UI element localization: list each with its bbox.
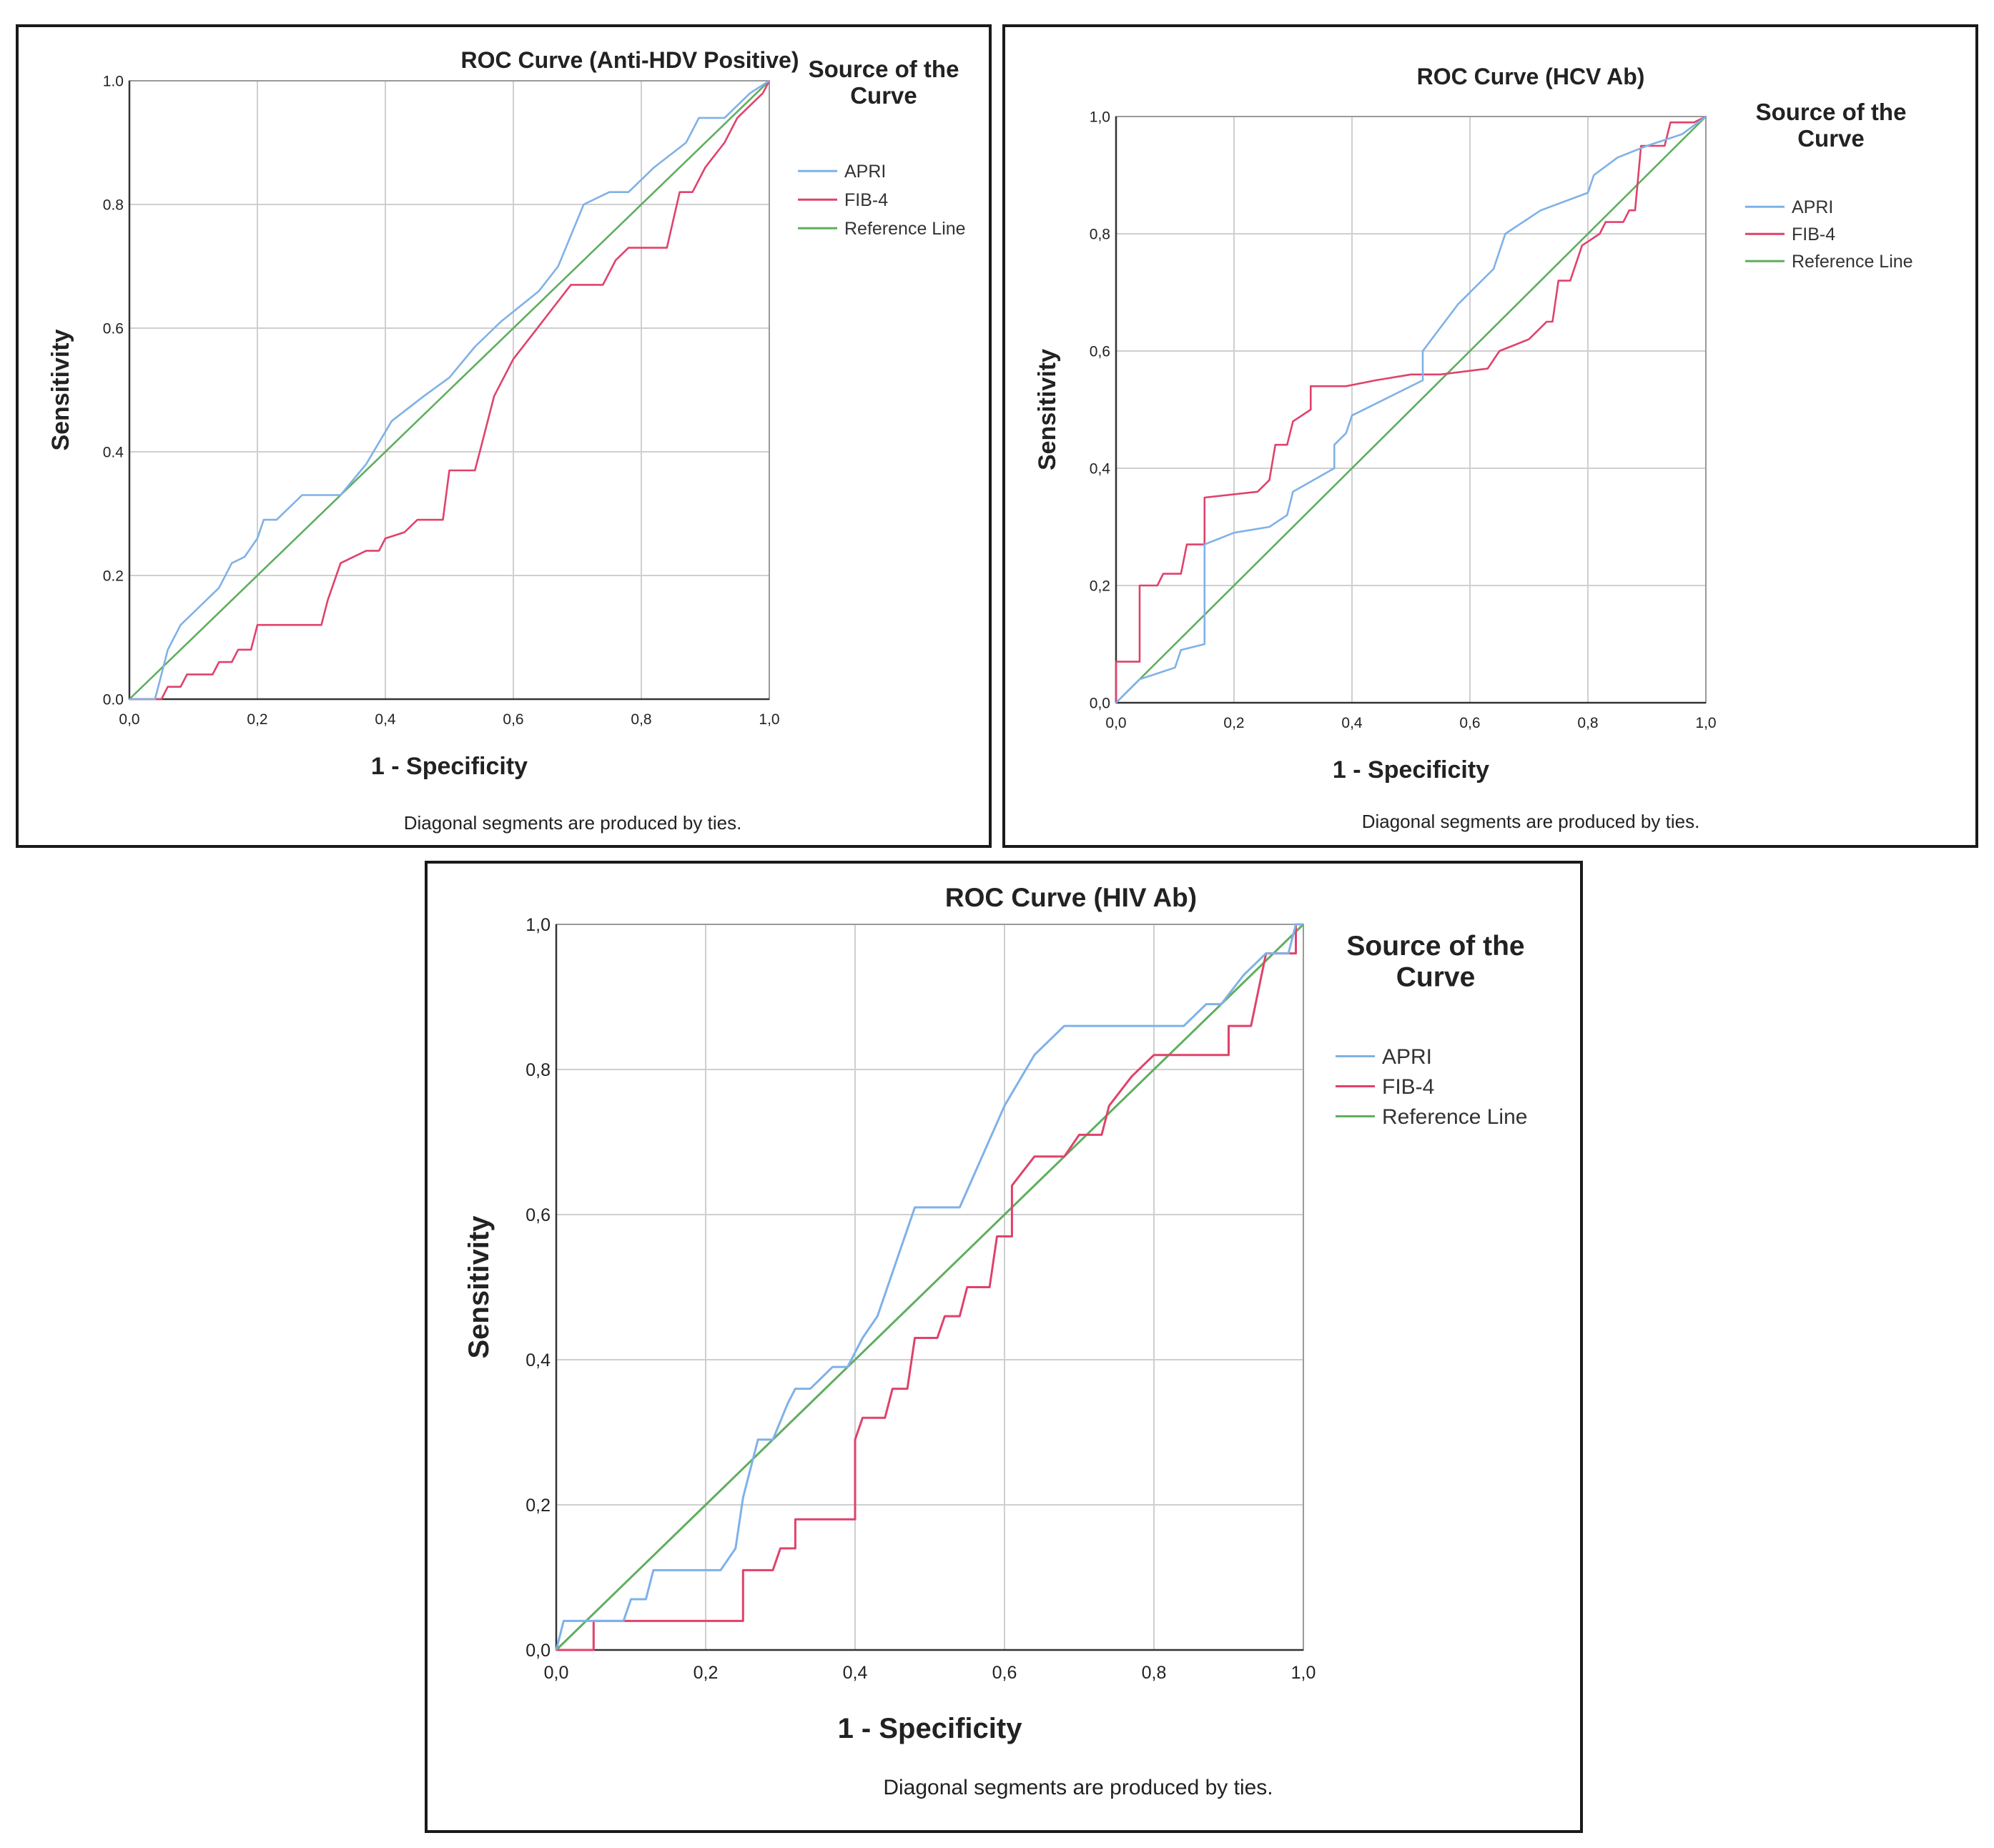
reference-line xyxy=(555,923,1305,1651)
chart-panel-hcv: ROC Curve (HCV Ab) 0,0 0,2 0,4 0,6 0,8 1,0 0,0 0… xyxy=(1002,24,1978,848)
x-tick-label: 0,4 xyxy=(843,1663,868,1683)
x-tick-label: 0,4 xyxy=(1341,715,1363,731)
roc-chart-hdv: ROC Curve (Anti-HDV Positive) 0,0 0,2 0,4 0,… xyxy=(47,47,966,834)
x-tick-label: 0,6 xyxy=(503,711,523,728)
legend-title-line: Source of the xyxy=(1756,99,1907,125)
legend-title: Source of the Curve xyxy=(1346,931,1524,993)
y-tick-label: 0,8 xyxy=(1090,226,1110,242)
y-tick-label: 0,6 xyxy=(525,1205,551,1225)
y-axis-label: Sensitivity xyxy=(47,329,74,450)
chart-panel-hdv: ROC Curve (Anti-HDV Positive) 0,0 0,2 0,4 0,… xyxy=(16,24,992,848)
legend-label-fib4: FIB-4 xyxy=(1792,224,1835,244)
x-tick-label: 0,8 xyxy=(631,711,651,728)
roc-chart-hiv: ROC Curve (HIV Ab) 0,0 0,2 0,4 0,6 0,8 1,0 0,0 0… xyxy=(463,883,1527,1799)
x-tick-label: 0,2 xyxy=(1223,715,1244,731)
x-tick-label: 0,0 xyxy=(1105,715,1126,731)
y-tick-label: 0,0 xyxy=(1090,695,1110,711)
x-axis-label: 1 - Specificity xyxy=(371,753,528,780)
apri-curve xyxy=(129,79,770,701)
y-tick-label: 0.8 xyxy=(103,197,124,213)
y-tick-label: 0,0 xyxy=(525,1641,551,1661)
apri-curve xyxy=(1115,115,1707,703)
legend: Source of the Curve APRI FIB-4 Reference Lin… xyxy=(798,56,966,239)
legend-title-line: Source of the xyxy=(809,56,959,82)
y-tick-label: 1.0 xyxy=(103,73,124,89)
y-tick-label: 1,0 xyxy=(525,915,551,935)
y-tick-label: 0.0 xyxy=(103,691,124,708)
x-tick-label: 1,0 xyxy=(1695,715,1716,731)
legend-title: Source of the Curve xyxy=(809,56,959,109)
legend-label-apri: APRI xyxy=(1382,1045,1432,1069)
fib4-curve xyxy=(129,80,771,701)
y-tick-label: 0.6 xyxy=(103,320,124,337)
legend-label-fib4: FIB-4 xyxy=(844,190,888,210)
x-tick-label: 0,2 xyxy=(247,711,267,728)
x-tick-label: 0,6 xyxy=(1459,715,1480,731)
x-tick-label: 0,2 xyxy=(694,1663,719,1683)
x-tick-label: 0,0 xyxy=(119,711,139,728)
y-tick-label: 0,4 xyxy=(1090,460,1111,477)
legend-label-apri: APRI xyxy=(844,162,886,182)
y-tick-label: 0.2 xyxy=(103,568,124,584)
legend-title: Source of the Curve xyxy=(1756,99,1907,152)
y-tick-label: 0,4 xyxy=(525,1350,551,1370)
legend-label-apri: APRI xyxy=(1792,197,1833,217)
legend-label-fib4: FIB-4 xyxy=(1382,1075,1434,1099)
x-tick-label: 0,4 xyxy=(375,711,396,728)
chart-panel-hiv: ROC Curve (HIV Ab) 0,0 0,2 0,4 0,6 0,8 1,0 0,0 0… xyxy=(425,861,1583,1833)
reference-line xyxy=(129,80,770,700)
y-tick-label: 0,8 xyxy=(525,1060,551,1080)
legend-title-line: Curve xyxy=(1396,962,1476,993)
footnote: Diagonal segments are produced by ties. xyxy=(1362,811,1700,832)
legend-title-line: Curve xyxy=(850,82,917,109)
y-tick-label: 0,2 xyxy=(525,1496,551,1516)
y-tick-label: 0,2 xyxy=(1090,578,1110,594)
legend-label-reference: Reference Line xyxy=(1792,252,1913,272)
y-tick-label: 0,6 xyxy=(1090,343,1110,360)
footnote: Diagonal segments are produced by ties. xyxy=(883,1776,1273,1799)
chart-title: ROC Curve (Anti-HDV Positive) xyxy=(461,47,799,73)
chart-title: ROC Curve (HCV Ab) xyxy=(1417,64,1645,89)
y-axis-label: Sensitivity xyxy=(1034,349,1061,470)
x-tick-label: 0,0 xyxy=(544,1663,569,1683)
x-tick-label: 1,0 xyxy=(759,711,779,728)
apri-curve xyxy=(555,923,1303,1651)
legend-title-line: Source of the xyxy=(1346,931,1524,962)
footnote: Diagonal segments are produced by ties. xyxy=(404,812,742,834)
roc-chart-hcv: ROC Curve (HCV Ab) 0,0 0,2 0,4 0,6 0,8 1,0 0,0 0… xyxy=(1034,64,1913,832)
y-axis-label: Sensitivity xyxy=(463,1215,495,1359)
x-axis-label: 1 - Specificity xyxy=(838,1713,1023,1744)
fib4-curve xyxy=(556,923,1303,1651)
x-tick-label: 0,8 xyxy=(1142,1663,1167,1683)
y-tick-label: 0.4 xyxy=(103,444,124,460)
fib4-curve xyxy=(1115,115,1707,703)
x-tick-label: 0,8 xyxy=(1577,715,1598,731)
x-tick-label: 1,0 xyxy=(1291,1663,1316,1683)
reference-line xyxy=(1115,116,1707,703)
chart-title: ROC Curve (HIV Ab) xyxy=(945,883,1197,912)
x-tick-label: 0,6 xyxy=(992,1663,1017,1683)
legend-label-reference: Reference Line xyxy=(1382,1105,1527,1129)
y-tick-label: 1,0 xyxy=(1090,109,1110,125)
legend: Source of the Curve APRI FIB-4 Reference Lin… xyxy=(1745,99,1913,272)
legend-label-reference: Reference Line xyxy=(844,219,966,239)
x-axis-label: 1 - Specificity xyxy=(1333,756,1489,784)
legend: Source of the Curve APRI FIB-4 Reference Lin… xyxy=(1336,931,1527,1129)
legend-title-line: Curve xyxy=(1797,125,1865,152)
